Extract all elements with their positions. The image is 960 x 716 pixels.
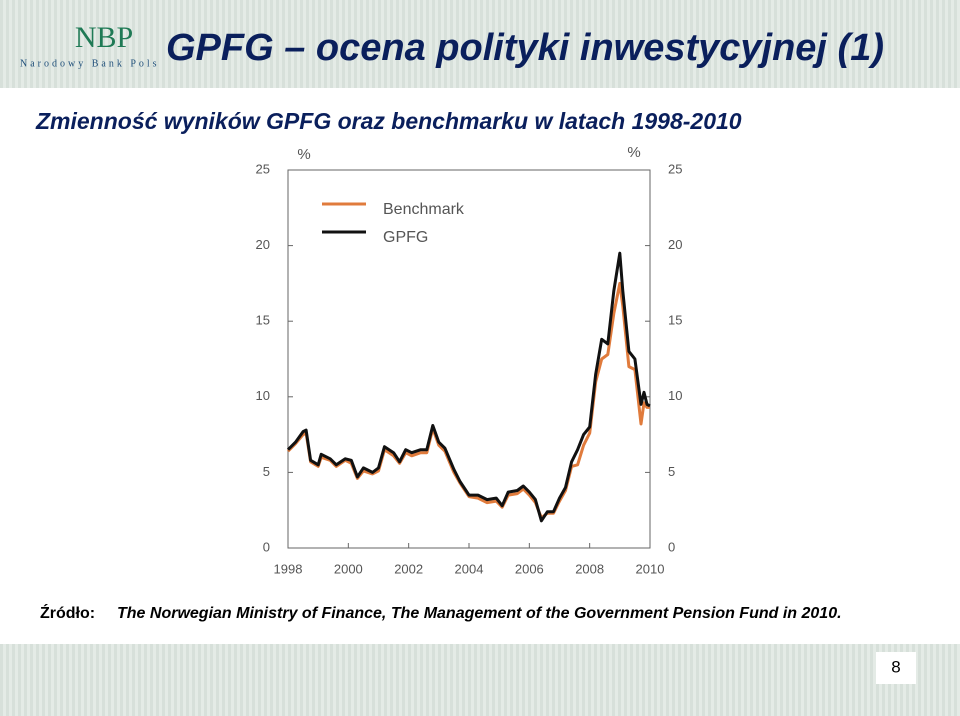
x-tick-label: 2002 <box>394 561 423 576</box>
y-tick-label: 10 <box>256 388 270 403</box>
footer-band <box>0 644 960 716</box>
x-tick-label: 2008 <box>575 561 604 576</box>
x-tick-label: 2000 <box>334 561 363 576</box>
y-tick-label: 0 <box>263 539 270 554</box>
line-series <box>286 281 650 520</box>
x-tick-label: 2004 <box>455 561 484 576</box>
y2-tick-label: 15 <box>668 313 682 328</box>
x-tick-label: 2006 <box>515 561 544 576</box>
legend-label: GPFG <box>383 229 428 246</box>
logo: NBP <box>75 21 133 54</box>
y2-tick-label: 10 <box>668 388 682 403</box>
page-number: 8 <box>891 657 900 676</box>
source-label: Źródło: <box>40 603 95 622</box>
y2-tick-label: 0 <box>668 539 675 554</box>
x-tick-label: 2010 <box>636 561 665 576</box>
source-text: The Norwegian Ministry of Finance, The M… <box>117 605 842 622</box>
y2-tick-label: 5 <box>668 464 675 479</box>
y-axis-label: % <box>297 146 310 163</box>
logo-subtitle: Narodowy Bank Pols <box>20 58 160 69</box>
plot-frame <box>287 169 651 549</box>
page-box <box>876 652 916 684</box>
y2-axis-label: % <box>627 144 640 161</box>
y-tick-label: 20 <box>256 237 270 252</box>
subtitle: Zmienność wyników GPFG oraz benchmarku w… <box>35 108 742 134</box>
y2-tick-label: 20 <box>668 237 682 252</box>
y-tick-label: 25 <box>256 161 270 176</box>
legend-label: Benchmark <box>383 201 465 218</box>
header-band <box>0 0 960 88</box>
line-series <box>286 251 651 523</box>
y2-tick-label: 25 <box>668 161 682 176</box>
y-tick-label: 5 <box>263 464 270 479</box>
y-tick-label: 15 <box>256 313 270 328</box>
x-tick-label: 1998 <box>274 561 303 576</box>
slide-title: GPFG – ocena polityki inwestycyjnej (1) <box>166 27 884 69</box>
